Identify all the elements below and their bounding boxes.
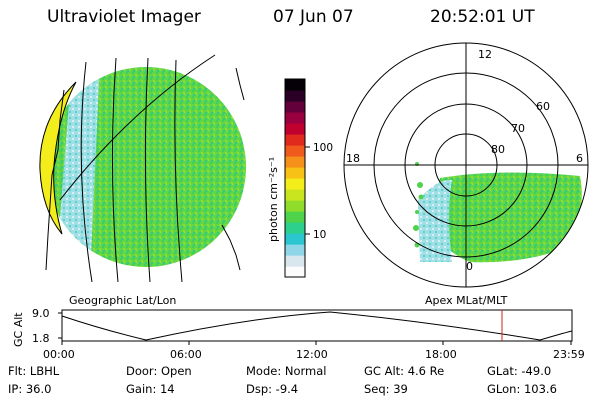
filter-status: Flt: LBHL bbox=[8, 364, 60, 378]
mlat-label-70: 70 bbox=[511, 122, 525, 135]
time-tick-2359: 23:59 bbox=[553, 348, 585, 361]
colorbar-segment bbox=[285, 255, 305, 267]
observation-date: 07 Jun 07 bbox=[273, 7, 354, 27]
colorbar-segments bbox=[285, 79, 305, 278]
mlt-label-12: 12 bbox=[478, 48, 492, 61]
ip-status: IP: 36.0 bbox=[8, 382, 52, 396]
time-tick-0600: 06:00 bbox=[170, 348, 202, 361]
colorbar-segment bbox=[285, 200, 305, 212]
auroral-oval bbox=[430, 172, 582, 263]
colorbar-tick-10: 10 bbox=[313, 229, 326, 241]
glat-status: GLat: -49.0 bbox=[487, 364, 552, 378]
dsp-status: Dsp: -9.4 bbox=[246, 382, 299, 396]
gain-status: Gain: 14 bbox=[126, 382, 175, 396]
mode-status: Mode: Normal bbox=[246, 364, 327, 378]
colorbar-segment bbox=[285, 244, 305, 256]
colorbar-segment bbox=[285, 79, 305, 91]
geographic-caption: Geographic Lat/Lon bbox=[69, 294, 177, 307]
colorbar-segment bbox=[285, 222, 305, 234]
colorbar-segment bbox=[285, 123, 305, 135]
observation-time: 20:52:01 UT bbox=[430, 7, 535, 27]
colorbar-segment bbox=[285, 90, 305, 102]
time-tick-1800: 18:00 bbox=[425, 348, 457, 361]
dayside-crescent bbox=[39, 81, 77, 235]
mlat-label-80: 80 bbox=[491, 143, 505, 156]
colorbar-segment bbox=[285, 189, 305, 201]
mlt-label-18: 18 bbox=[346, 152, 360, 165]
alt-tick-1.8: 1.8 bbox=[32, 332, 50, 345]
door-status: Door: Open bbox=[126, 364, 192, 378]
glon-status: GLon: 103.6 bbox=[487, 382, 557, 396]
colorbar-segment bbox=[285, 211, 305, 223]
polar-grid bbox=[343, 42, 589, 288]
colorbar-segment bbox=[285, 233, 305, 245]
colorbar-unit-label: photon cm⁻²s⁻¹ bbox=[267, 157, 280, 242]
time-tick-1200: 12:00 bbox=[296, 348, 328, 361]
colorbar-tick-100: 100 bbox=[313, 142, 333, 154]
colorbar-segment bbox=[285, 101, 305, 113]
alt-ylabel: GC Alt bbox=[12, 312, 25, 347]
mlt-label-6: 6 bbox=[576, 152, 583, 165]
altitude-curve bbox=[61, 311, 573, 341]
colorbar-segment bbox=[285, 145, 305, 157]
colorbar-segment bbox=[285, 167, 305, 179]
gc-alt-status: GC Alt: 4.6 Re bbox=[364, 364, 445, 378]
mlat-label-60: 60 bbox=[536, 100, 550, 113]
colorbar-segment bbox=[285, 266, 305, 278]
colorbar-segment bbox=[285, 134, 305, 146]
polar-light-band bbox=[418, 179, 452, 262]
seq-status: Seq: 39 bbox=[364, 382, 408, 396]
coastlines bbox=[45, 67, 245, 271]
alt-tick-9: 9.0 bbox=[32, 307, 50, 320]
mlt-label-0: 0 bbox=[466, 260, 473, 273]
colorbar-segment bbox=[285, 178, 305, 190]
instrument-title: Ultraviolet Imager bbox=[47, 7, 201, 27]
terminator-band bbox=[55, 67, 100, 267]
time-tick-0000: 00:00 bbox=[43, 348, 75, 361]
colorbar-segment bbox=[285, 112, 305, 124]
polar-caption: Apex MLat/MLT bbox=[425, 294, 508, 307]
colorbar-segment bbox=[285, 156, 305, 168]
lat-lon-grid bbox=[59, 54, 216, 283]
